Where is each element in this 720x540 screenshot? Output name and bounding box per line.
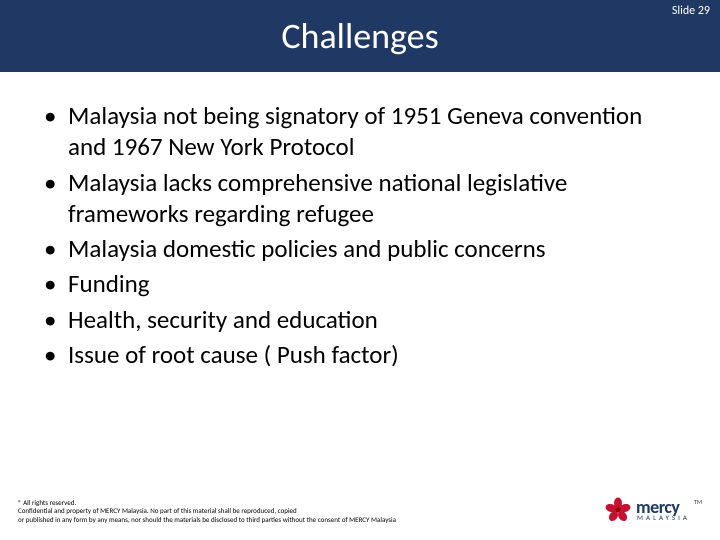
logo-sub: MALAYSIA [636,515,690,521]
slide-title: Challenges [281,14,438,58]
list-item: Malaysia not being signatory of 1951 Gen… [40,100,680,163]
bullet-list: Malaysia not being signatory of 1951 Gen… [40,100,680,370]
list-item: Issue of root cause ( Push factor) [40,339,680,370]
list-item: Funding [40,268,680,299]
list-item: Malaysia lacks comprehensive national le… [40,167,680,230]
footer-line: or published in any form by any means, n… [18,516,396,524]
list-item: Health, security and education [40,304,680,335]
list-item: Malaysia domestic policies and public co… [40,233,680,264]
slide-number: Slide 29 [672,4,710,18]
copyright-text: ® All rights reserved. Confidential and … [18,499,396,524]
mercy-logo: mercy MALAYSIA TM [604,496,702,524]
content-area: Malaysia not being signatory of 1951 Gen… [0,72,720,370]
logo-text: mercy MALAYSIA [636,499,690,521]
trademark-icon: TM [694,498,702,506]
title-bar: Challenges Slide 29 [0,0,720,72]
hibiscus-icon [604,496,632,524]
footer: ® All rights reserved. Confidential and … [18,496,702,524]
